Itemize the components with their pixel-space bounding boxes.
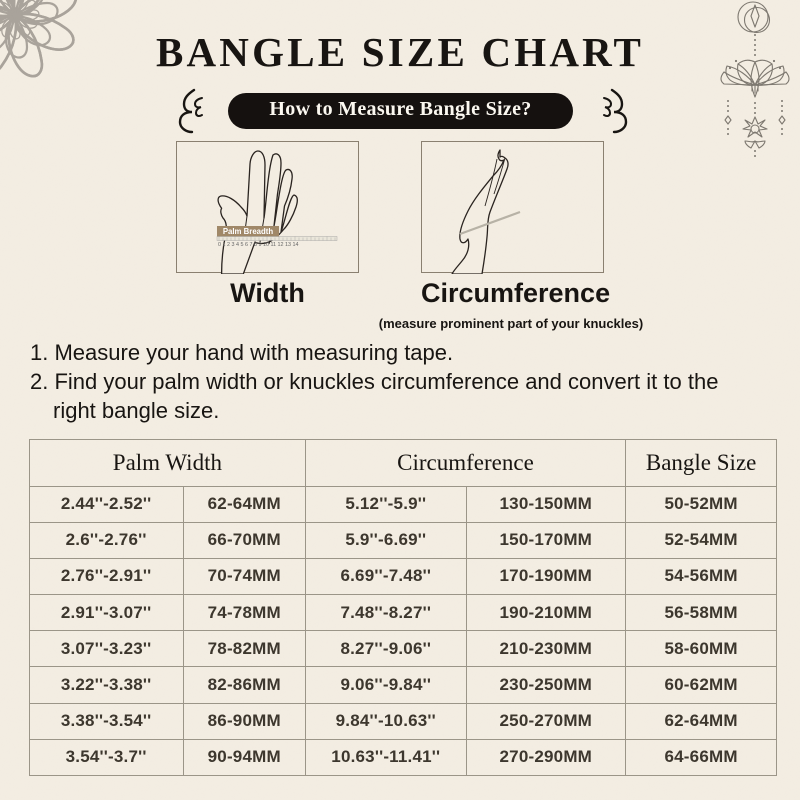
svg-text:0 1 2 3 4 5 6 7 8 9 10 11 12 1: 0 1 2 3 4 5 6 7 8 9 10 11 12 13 14 — [218, 242, 299, 248]
svg-text:Palm Breadth: Palm Breadth — [223, 227, 273, 236]
